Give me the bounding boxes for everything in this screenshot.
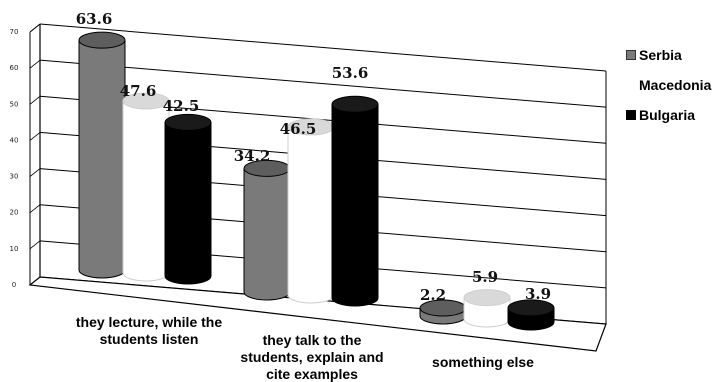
bar-bulgaria [164, 113, 212, 285]
bar-top [122, 92, 170, 110]
bar-serbia [78, 31, 126, 279]
bar-top [463, 289, 511, 307]
bar-macedonia [463, 289, 511, 328]
bar-body [122, 100, 170, 282]
side-gridline [29, 132, 41, 141]
legend-item-macedonia: Macedonia [626, 70, 718, 100]
bar-top [164, 113, 212, 131]
data-label: 46.5 [280, 120, 317, 138]
data-label: 2.2 [420, 286, 446, 304]
side-gridline [29, 23, 41, 33]
y-tick-label: 10 [10, 245, 19, 253]
data-label: 63.6 [76, 10, 113, 28]
y-tick-label: 70 [10, 28, 19, 36]
category-label: they lecture, while the students listen [76, 314, 222, 347]
bar-macedonia [287, 118, 335, 304]
bar-top [507, 299, 555, 317]
floor [28, 276, 607, 352]
bar-macedonia [122, 92, 170, 282]
y-tick-label: 40 [10, 136, 19, 144]
data-label: 34.2 [234, 147, 271, 165]
bar-top [78, 31, 126, 49]
side-gridline [29, 240, 41, 250]
bar-bulgaria [507, 299, 555, 331]
data-label: 47.6 [120, 82, 157, 100]
bar-body [287, 126, 335, 304]
bar-serbia [419, 299, 467, 325]
side-gridline [29, 95, 41, 105]
legend-swatch-bulgaria [626, 110, 636, 120]
legend-swatch-serbia [626, 50, 636, 60]
category-label: they talk to the students, explain and cit… [240, 332, 383, 382]
legend-swatch-macedonia [626, 80, 636, 90]
data-label: 3.9 [525, 285, 551, 303]
bar-serbia [243, 159, 291, 301]
side-gridline [29, 204, 41, 214]
y-axis-ticks: 0 10 20 30 40 50 60 70 [10, 28, 19, 289]
category-labels: they lecture, while the students listen th… [76, 314, 534, 382]
category-label: something else [432, 354, 534, 370]
y-tick-label: 0 [12, 281, 16, 289]
bar-top [331, 95, 379, 113]
legend-label-serbia: Serbia [639, 47, 682, 63]
gridline [39, 23, 607, 72]
legend-label-macedonia: Macedonia [639, 77, 712, 93]
bar-body [243, 167, 291, 301]
gridline [39, 59, 607, 108]
legend-item-serbia: Serbia [626, 40, 718, 70]
bar-bulgaria [331, 95, 379, 307]
legend: Serbia Macedonia Bulgaria [626, 40, 718, 130]
legend-label-bulgaria: Bulgaria [639, 107, 696, 123]
legend-item-bulgaria: Bulgaria [626, 100, 718, 130]
bar-body [78, 39, 126, 279]
y-tick-label: 60 [10, 64, 19, 72]
y-tick-label: 30 [10, 173, 19, 181]
data-labels: 63.6 47.6 42.5 34.2 46.5 53.6 2.2 5.9 3.9 [76, 10, 551, 304]
data-label: 42.5 [163, 97, 200, 115]
data-label: 5.9 [472, 268, 498, 286]
data-label: 53.6 [332, 64, 369, 82]
bar-body [331, 103, 379, 307]
side-gridline [29, 59, 41, 69]
bars [78, 31, 555, 331]
bar-body [164, 121, 212, 285]
side-gridline [29, 168, 41, 177]
y-tick-label: 20 [10, 209, 19, 217]
y-tick-label: 50 [10, 100, 19, 108]
